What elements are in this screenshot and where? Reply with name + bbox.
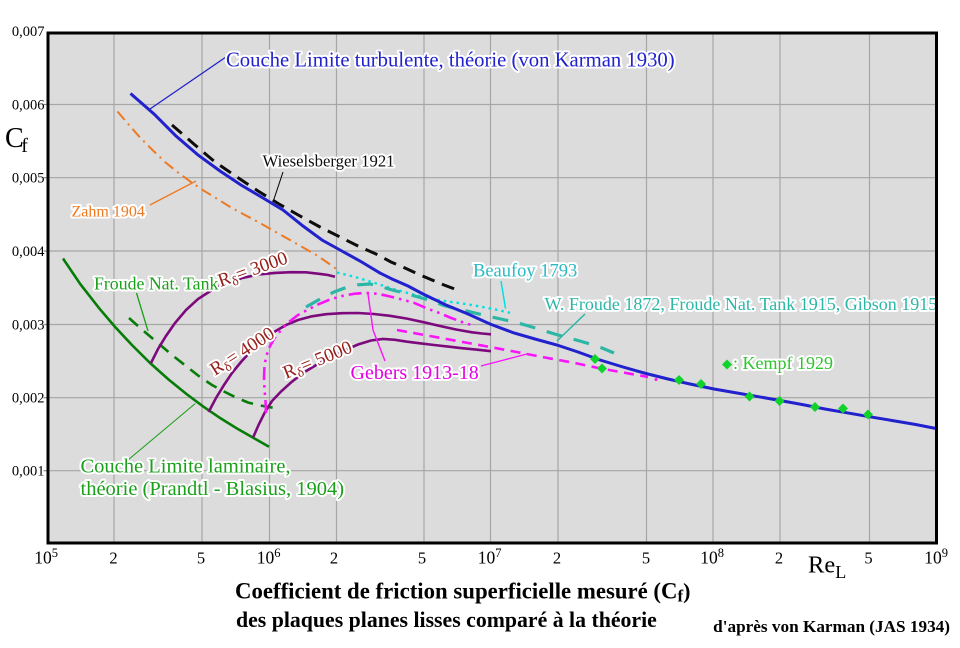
svg-text:0,007: 0,007 <box>12 24 45 40</box>
svg-text:Couche Limite laminaire,: Couche Limite laminaire, <box>81 456 291 478</box>
svg-text:0,005: 0,005 <box>12 171 45 187</box>
svg-text:: Kempf 1929: : Kempf 1929 <box>733 353 833 373</box>
svg-text:2: 2 <box>330 549 338 568</box>
svg-text:des plaques planes lisses comp: des plaques planes lisses comparé à la t… <box>236 608 657 632</box>
svg-text:5: 5 <box>197 549 205 568</box>
svg-text:0,006: 0,006 <box>12 97 45 113</box>
svg-text:Cf: Cf <box>5 123 28 157</box>
svg-text:Zahm 1904: Zahm 1904 <box>72 204 145 221</box>
svg-text:5: 5 <box>642 549 650 568</box>
svg-text:W. Froude 1872, Froude Nat. Ta: W. Froude 1872, Froude Nat. Tank 1915, G… <box>545 294 938 314</box>
svg-text:5: 5 <box>864 549 872 568</box>
svg-text:Froude Nat. Tank: Froude Nat. Tank <box>94 274 218 294</box>
svg-text:Gebers 1913-18: Gebers 1913-18 <box>351 362 479 384</box>
svg-text:Beaufoy 1793: Beaufoy 1793 <box>473 262 577 282</box>
svg-text:Coefficient de friction superf: Coefficient de friction superficielle me… <box>235 579 691 606</box>
svg-text:5: 5 <box>418 549 426 568</box>
svg-text:0,002: 0,002 <box>12 391 45 407</box>
svg-text:théorie (Prandtl - Blasius, 19: théorie (Prandtl - Blasius, 1904) <box>81 478 345 500</box>
svg-text:2: 2 <box>109 549 117 568</box>
svg-text:0,001: 0,001 <box>12 464 45 480</box>
svg-text:ReL: ReL <box>808 552 846 583</box>
svg-text:Wieselsberger 1921: Wieselsberger 1921 <box>263 151 395 170</box>
svg-text:2: 2 <box>775 549 783 568</box>
svg-text:d'après von Karman (JAS 1934): d'après von Karman (JAS 1934) <box>713 617 950 636</box>
svg-text:2: 2 <box>553 549 561 568</box>
svg-text:0,003: 0,003 <box>12 317 45 333</box>
svg-text:0,004: 0,004 <box>12 244 45 260</box>
svg-text:Couche Limite turbulente, théo: Couche Limite turbulente, théorie (von K… <box>226 50 675 72</box>
